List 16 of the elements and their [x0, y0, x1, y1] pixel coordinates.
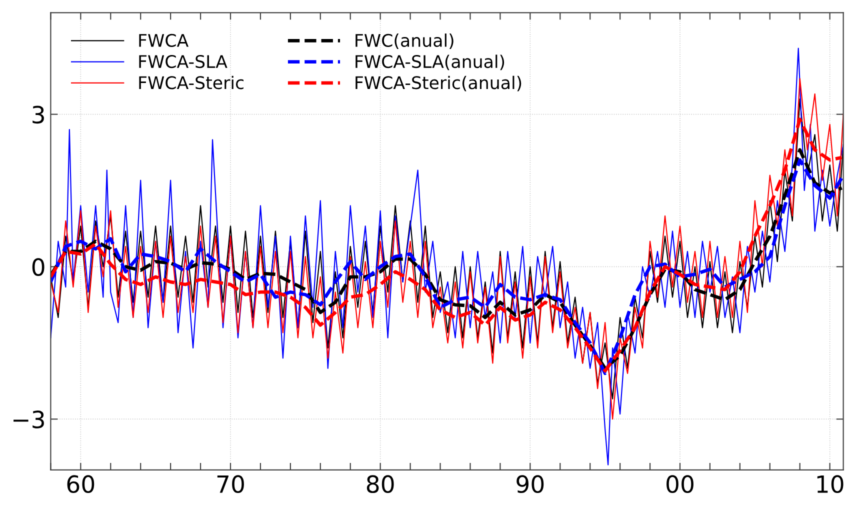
- legend-label: FWC(anual): [356, 34, 454, 50]
- x-tick-label: 60: [67, 475, 94, 494]
- y-tick-label: −3: [14, 410, 44, 428]
- x-tick-label: 80: [366, 475, 394, 494]
- x-tick-label: 90: [516, 475, 544, 494]
- y-tick-label: 0: [32, 258, 44, 276]
- legend-label: FWCA: [139, 34, 189, 47]
- x-tick-label: 00: [666, 475, 694, 494]
- legend-label: FWCA-SLA: [139, 54, 228, 68]
- legend-label: FWCA-SLA(anual): [356, 54, 504, 70]
- legend-label: FWCA-Steric: [139, 76, 244, 90]
- legend-label: FWCA-Steric(anual): [356, 76, 522, 92]
- line-series: [50, 48, 844, 466]
- y-tick-label: 3: [32, 106, 44, 124]
- x-tick-label: 10: [817, 475, 844, 494]
- x-tick-label: 70: [217, 475, 244, 494]
